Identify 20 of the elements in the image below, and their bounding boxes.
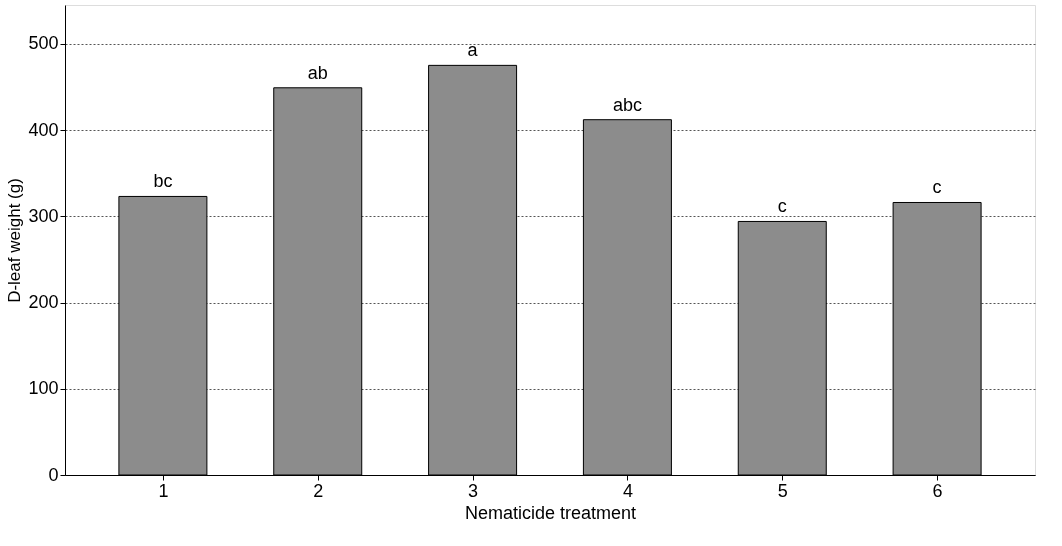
y-tick-label: 300	[28, 205, 59, 226]
x-tick-label: 4	[622, 480, 633, 501]
annotation: abc	[612, 94, 642, 115]
y-axis-title: D-leaf weight (g)	[5, 178, 25, 303]
y-tick-label: 200	[28, 292, 59, 313]
y-tick-label: 0	[48, 464, 59, 485]
annotation: bc	[153, 171, 173, 192]
y-tick-label: 500	[28, 33, 59, 54]
annotation: c	[932, 177, 942, 198]
annotation: ab	[307, 62, 328, 83]
y-tick-label: 400	[28, 119, 59, 140]
x-tick-label: 3	[468, 480, 479, 501]
annotation: c	[777, 196, 787, 217]
x-tick-label: 6	[932, 480, 943, 501]
x-tick-label: 2	[313, 480, 324, 501]
annotation: a	[467, 40, 479, 61]
x-axis-title: Nematicide treatment	[464, 502, 637, 523]
x-tick-label: 5	[777, 480, 788, 501]
x-tick-label: 1	[158, 480, 169, 501]
y-tick-label: 100	[28, 378, 59, 399]
